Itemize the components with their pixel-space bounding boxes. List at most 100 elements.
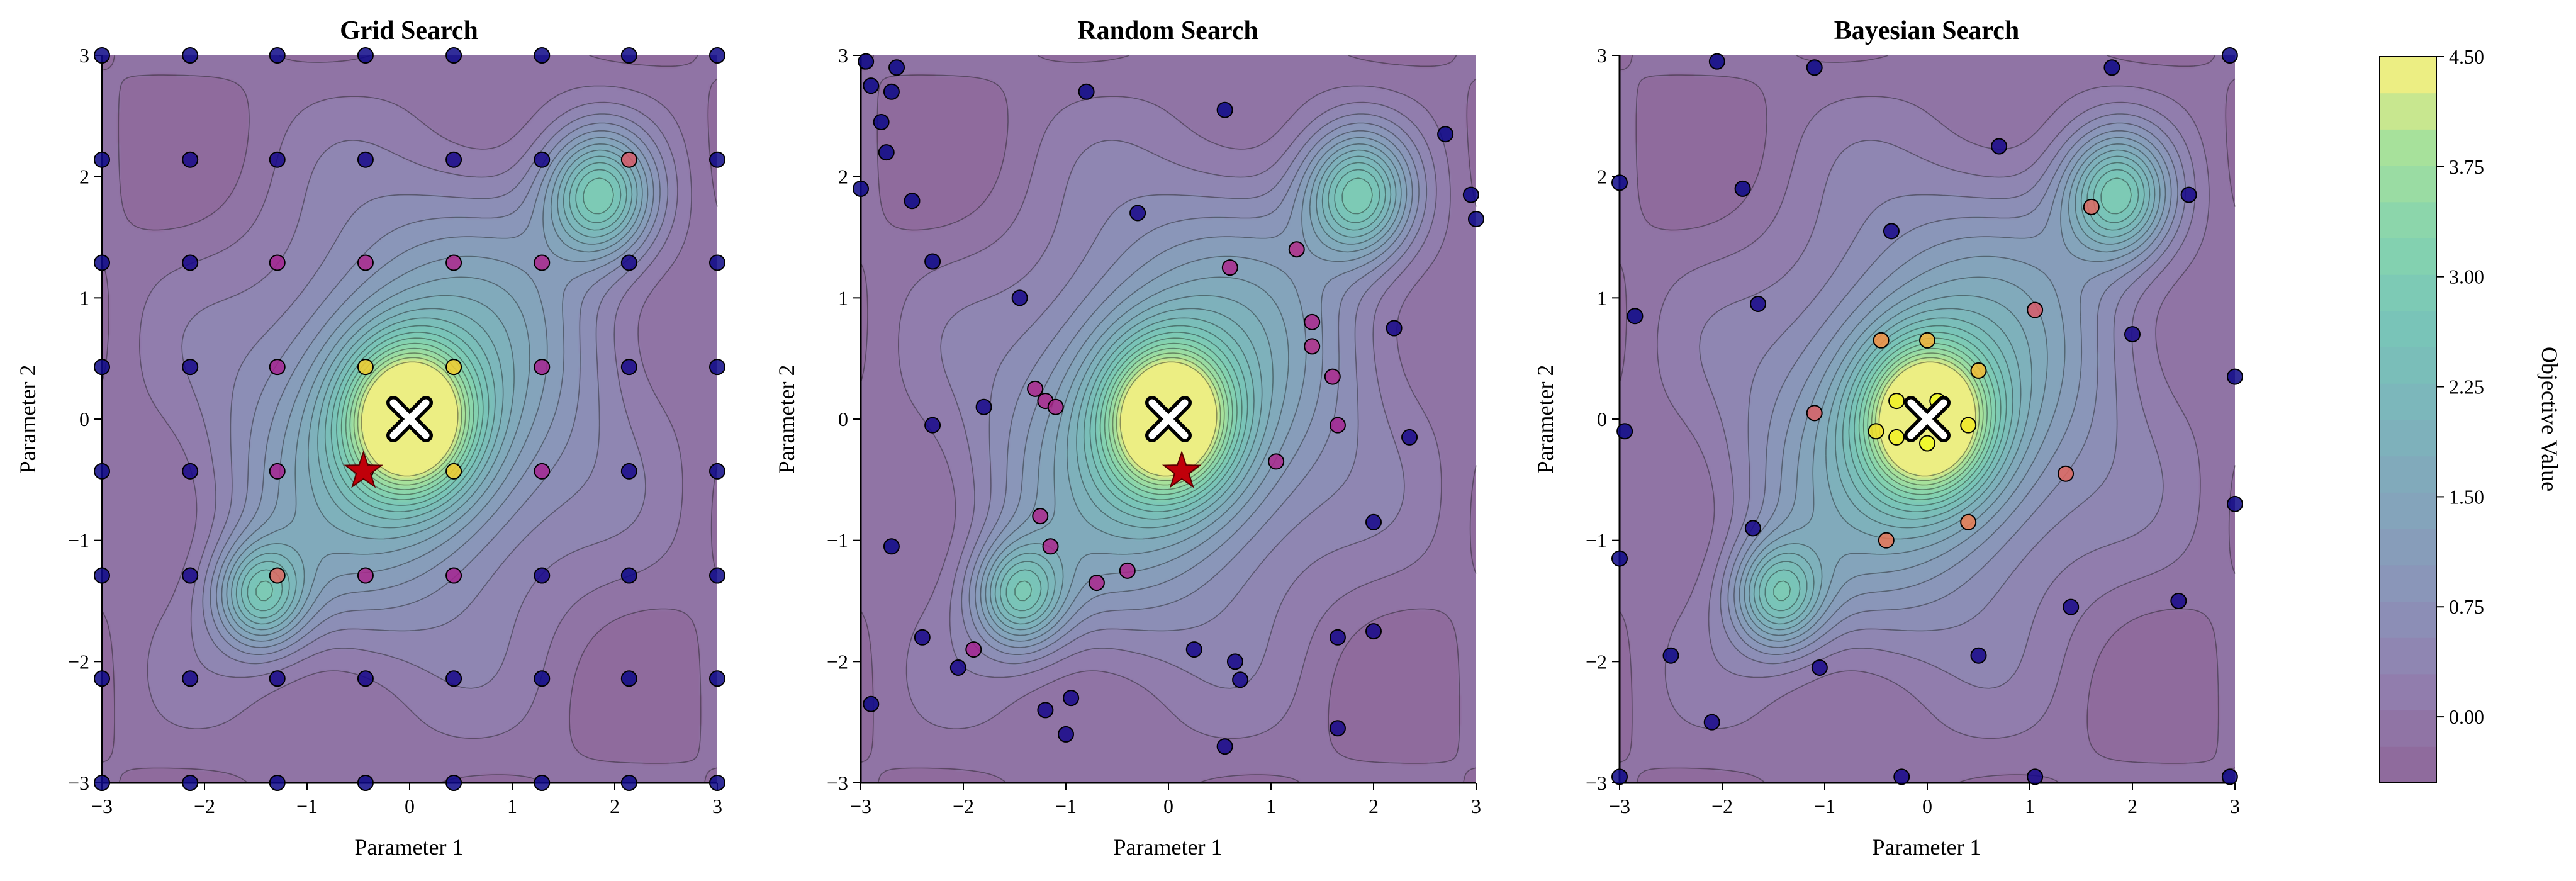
contour-line — [101, 55, 718, 783]
sample-point — [1878, 532, 1895, 549]
x-tick-label: 0 — [1163, 795, 1173, 817]
x-tick-label: 1 — [507, 795, 517, 817]
sample-point — [269, 254, 286, 271]
best-found-star-icon — [1162, 450, 1202, 488]
sample-point — [1960, 513, 1977, 530]
sample-point — [94, 567, 110, 584]
sample-point — [2221, 768, 2238, 785]
colorbar-band — [2380, 492, 2436, 529]
sample-point — [1329, 417, 1346, 434]
x-tick-label: 0 — [405, 795, 415, 817]
contour-line — [1727, 122, 2178, 655]
sample-point — [1806, 59, 1823, 76]
sample-point — [1058, 726, 1074, 743]
y-tick-label: 1 — [838, 286, 848, 309]
x-tick-label: 2 — [1369, 795, 1379, 817]
colorbar-band — [2380, 238, 2436, 275]
sample-point — [965, 641, 982, 658]
colorbar-tick-label: 0.00 — [2449, 705, 2484, 728]
contour-line — [1759, 162, 2145, 619]
sample-point — [182, 254, 199, 271]
sample-point — [445, 567, 462, 584]
colorbar-outline — [2379, 56, 2437, 783]
colorbar-band — [2380, 274, 2436, 311]
x-tick-label: 1 — [1266, 795, 1276, 817]
random-search-markers — [1145, 396, 1202, 488]
sample-point — [1088, 575, 1105, 592]
contour-line — [990, 149, 1397, 631]
contour-line — [1108, 347, 1229, 490]
sample-point — [1611, 174, 1628, 191]
colorbar-tick-label: 1.50 — [2449, 485, 2484, 508]
sample-point — [709, 775, 725, 791]
sample-point — [1216, 101, 1233, 118]
sample-point — [1078, 83, 1095, 100]
sample-point — [94, 775, 110, 791]
x-tick-label: −3 — [91, 795, 113, 817]
sample-point — [1221, 259, 1238, 276]
colorbar-band — [2380, 347, 2436, 384]
sample-point — [2027, 301, 2044, 318]
sample-point — [709, 47, 725, 64]
sample-point — [888, 59, 905, 76]
colorbar: 0.00 0.75 1.50 2.25 3.00 3.75 4.50 Objective V… — [2379, 45, 2562, 783]
random-search-points — [853, 53, 1484, 755]
y-tick-label: −3 — [827, 772, 848, 794]
sample-point — [534, 463, 551, 480]
x-tick-label: −1 — [1055, 795, 1077, 817]
x-tick-label: −2 — [194, 795, 215, 817]
contour-line — [1773, 177, 2132, 602]
sample-point — [1304, 338, 1321, 355]
sample-point — [1365, 513, 1382, 530]
sample-point — [1919, 435, 1935, 452]
x-tick-label: 3 — [712, 795, 722, 817]
contour-line — [1112, 352, 1225, 486]
sample-point — [1011, 289, 1028, 306]
sample-point — [1970, 362, 1987, 379]
contour-line — [357, 357, 462, 481]
sample-point — [445, 775, 462, 791]
sample-point — [1868, 423, 1884, 440]
grid-search-ticks: −3−3 −2 −2 −1 −1 0 0 1 1 2 2 3 3 — [68, 44, 722, 817]
contour-line — [1739, 137, 2166, 642]
contour-line — [1619, 55, 2236, 783]
contour-line — [241, 162, 627, 619]
sample-point — [357, 359, 374, 376]
sample-point — [534, 254, 551, 271]
colorbar-tick-label: 0.75 — [2449, 595, 2484, 618]
contour-line — [202, 113, 669, 665]
x-tick-label: 3 — [2230, 795, 2240, 817]
sample-point — [620, 463, 637, 480]
y-tick-label: 0 — [838, 408, 848, 430]
sample-point — [357, 254, 374, 271]
contour-line — [235, 155, 633, 625]
sample-point — [269, 151, 286, 168]
sample-point — [1611, 550, 1628, 567]
x-tick-label: −3 — [1609, 795, 1630, 817]
y-tick-label: 1 — [79, 286, 89, 309]
sample-point — [1119, 562, 1136, 579]
sample-point — [1386, 320, 1403, 337]
colorbar-tick-label: 3.00 — [2449, 266, 2484, 288]
grid-search-title: Grid Search — [340, 16, 478, 45]
sample-point — [1042, 538, 1059, 555]
sample-point — [873, 113, 890, 130]
x-tick-label: 1 — [2025, 795, 2035, 817]
y-tick-label: −3 — [68, 772, 89, 794]
sample-point — [1037, 702, 1054, 719]
sample-point — [1734, 180, 1751, 197]
sample-point — [709, 567, 725, 584]
sample-point — [269, 359, 286, 376]
contour-line — [1014, 177, 1373, 602]
x-tick-label: 0 — [1922, 795, 1932, 817]
sample-point — [182, 775, 199, 791]
sample-point — [914, 629, 931, 646]
sample-point — [534, 775, 551, 791]
x-tick-label: 3 — [1471, 795, 1481, 817]
y-tick-label: −1 — [1586, 529, 1607, 552]
y-tick-label: 2 — [1597, 166, 1607, 188]
sample-point — [709, 359, 725, 376]
y-tick-label: 3 — [79, 44, 89, 67]
sample-point — [2027, 768, 2044, 785]
random-search-ylabel: Parameter 2 — [774, 365, 799, 474]
